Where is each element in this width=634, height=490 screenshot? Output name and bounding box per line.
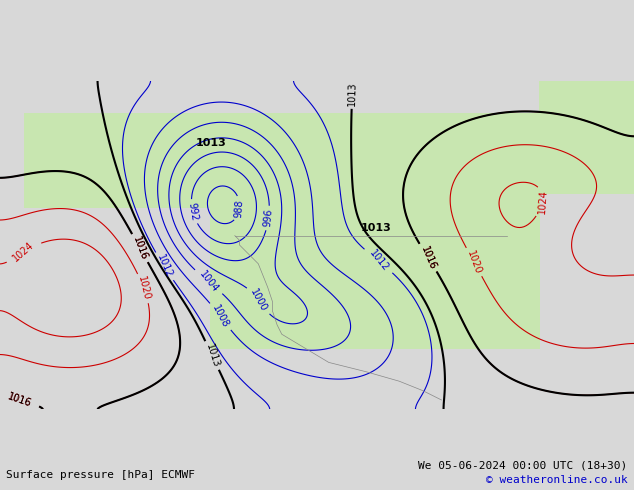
Text: 1012: 1012 xyxy=(367,248,391,273)
Text: 1020: 1020 xyxy=(136,275,152,301)
Text: 1020: 1020 xyxy=(465,249,483,275)
Text: 1016: 1016 xyxy=(418,245,437,271)
Text: 1024: 1024 xyxy=(11,240,36,264)
Text: 1013: 1013 xyxy=(347,81,358,106)
Text: 1016: 1016 xyxy=(131,235,149,261)
Text: 1013: 1013 xyxy=(360,223,391,233)
Text: © weatheronline.co.uk: © weatheronline.co.uk xyxy=(486,475,628,485)
Text: 1016: 1016 xyxy=(418,245,437,271)
Text: 992: 992 xyxy=(186,201,199,221)
Text: 996: 996 xyxy=(262,208,275,228)
Text: 1012: 1012 xyxy=(155,253,174,280)
Text: 1016: 1016 xyxy=(131,235,149,261)
Text: We 05-06-2024 00:00 UTC (18+30): We 05-06-2024 00:00 UTC (18+30) xyxy=(418,461,628,470)
Text: 988: 988 xyxy=(234,198,245,218)
Text: 1016: 1016 xyxy=(6,392,32,409)
Text: 1004: 1004 xyxy=(197,269,220,294)
Text: Surface pressure [hPa] ECMWF: Surface pressure [hPa] ECMWF xyxy=(6,470,195,480)
Text: 1016: 1016 xyxy=(6,392,32,409)
Text: 1013: 1013 xyxy=(196,138,227,148)
Text: 1000: 1000 xyxy=(249,288,269,314)
Text: 1024: 1024 xyxy=(536,189,548,214)
Text: 1008: 1008 xyxy=(210,303,231,330)
Text: 1013: 1013 xyxy=(204,343,221,368)
